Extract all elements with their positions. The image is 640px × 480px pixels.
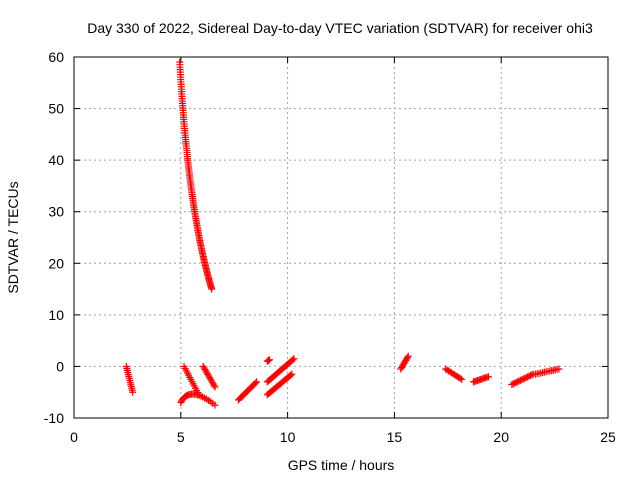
data-point [211, 383, 219, 391]
plot-frame [73, 56, 609, 419]
data-point [403, 354, 411, 362]
x-tick-label: 20 [493, 429, 509, 445]
x-tick-label: 5 [177, 429, 185, 445]
data-point [458, 375, 466, 383]
chart-title: Day 330 of 2022, Sidereal Day-to-day VTE… [87, 20, 593, 36]
data-point [251, 379, 259, 387]
x-tick-label: 10 [280, 429, 296, 445]
data-point [404, 352, 412, 360]
y-tick-label: -10 [44, 410, 64, 426]
data-point [265, 356, 273, 364]
y-tick-label: 40 [48, 152, 64, 168]
x-tick-label: 0 [70, 429, 78, 445]
data-point [555, 365, 563, 373]
data-point [129, 388, 137, 396]
x-axis-label: GPS time / hours [288, 457, 395, 473]
axis-ticks: 0 5 10 15 20 25 -10 0 10 20 30 40 50 60 [44, 49, 616, 445]
data-point [287, 371, 295, 379]
x-tick-label: 25 [600, 429, 616, 445]
data-point [253, 378, 261, 386]
data-point [208, 285, 216, 293]
data-point [456, 374, 464, 382]
grid [74, 57, 608, 418]
y-tick-label: 10 [48, 307, 64, 323]
y-tick-label: 50 [48, 101, 64, 117]
data-point [484, 373, 492, 381]
data-point [211, 401, 219, 409]
data-point [288, 370, 296, 378]
y-tick-label: 0 [56, 358, 64, 374]
data-point [210, 381, 218, 389]
x-tick-label: 15 [387, 429, 403, 445]
y-tick-label: 30 [48, 204, 64, 220]
data-point [289, 356, 297, 364]
y-tick-label: 60 [48, 49, 64, 65]
y-tick-label: 20 [48, 255, 64, 271]
data-marks [122, 58, 563, 409]
data-point [290, 355, 298, 363]
data-point [528, 371, 536, 379]
y-axis-label: SDTVAR / TECUs [5, 181, 21, 293]
